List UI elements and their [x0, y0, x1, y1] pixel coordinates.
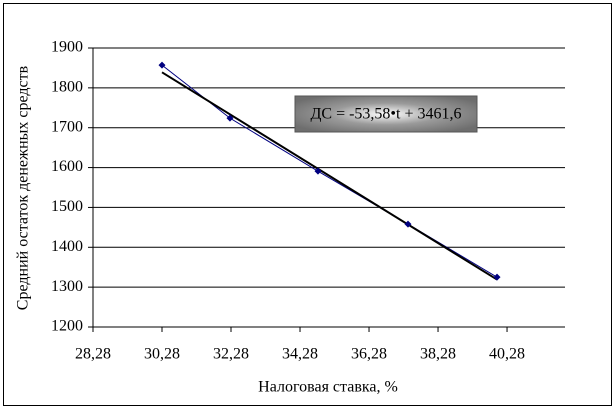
- x-tick-label: 34,28: [282, 346, 318, 363]
- annotation-box: [294, 95, 478, 133]
- data-point: [314, 167, 322, 175]
- x-tick-label: 28,28: [75, 346, 111, 363]
- data-point: [226, 114, 234, 122]
- y-tick-label: 1300: [51, 278, 83, 295]
- x-tick-label: 32,28: [213, 346, 249, 363]
- data-point: [493, 273, 501, 281]
- y-tick-label: 1200: [51, 318, 83, 335]
- x-tick-label: 36,28: [351, 346, 387, 363]
- y-tick-label: 1400: [51, 238, 83, 255]
- x-tick-label: 38,28: [420, 346, 456, 363]
- y-tick-label: 1700: [51, 118, 83, 135]
- data-point: [158, 61, 166, 69]
- data-point: [404, 220, 412, 228]
- x-axis-label: Налоговая ставка, %: [258, 379, 398, 396]
- y-tick-label: 1600: [51, 158, 83, 175]
- y-tick-label: 1800: [51, 79, 83, 96]
- x-tick-label: 40,28: [489, 346, 525, 363]
- y-tick-label: 1500: [51, 198, 83, 215]
- y-axis-label: Средний остаток денежных средств: [15, 65, 32, 310]
- y-tick-label: 1900: [51, 39, 83, 56]
- annotation: ДС = -53,58•t + 3461,6: [310, 106, 461, 123]
- trend-line: [161, 71, 498, 281]
- x-tick-label: 30,28: [144, 346, 180, 363]
- chart-border: [3, 3, 612, 406]
